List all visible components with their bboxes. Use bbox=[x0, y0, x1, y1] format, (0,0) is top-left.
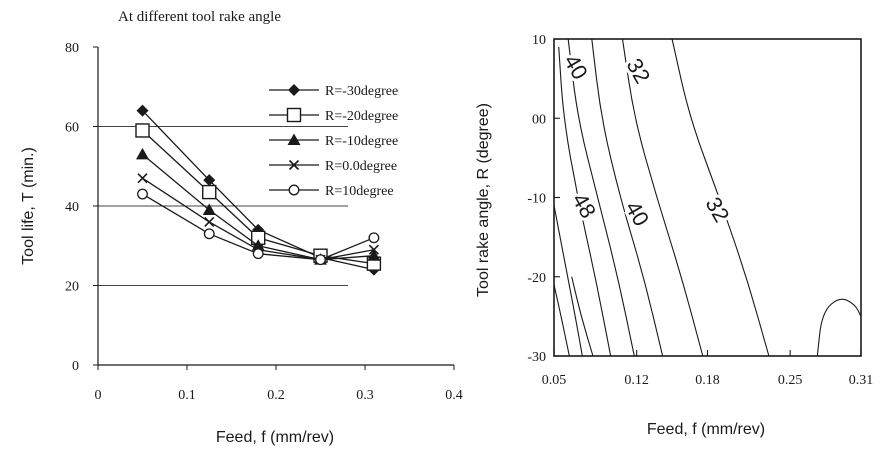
data-point-series-5 bbox=[137, 188, 148, 200]
legend-marker bbox=[288, 159, 300, 171]
plot-frame bbox=[553, 38, 862, 357]
contour-label: 32 bbox=[621, 54, 655, 88]
data-point-series-4 bbox=[204, 216, 215, 227]
x-tick-label: 0.12 bbox=[624, 373, 649, 388]
data-point-series-3 bbox=[202, 203, 216, 215]
y-tick-label: 60 bbox=[65, 121, 79, 136]
data-point-series-5 bbox=[252, 248, 264, 260]
y-tick-label: 80 bbox=[65, 41, 79, 56]
data-point-series-1 bbox=[203, 174, 216, 187]
contour-label: 40 bbox=[559, 50, 593, 84]
data-point-series-4 bbox=[137, 173, 148, 184]
data-point-series-5 bbox=[368, 232, 380, 244]
contour-line-8 bbox=[571, 276, 594, 357]
data-point-series-1 bbox=[136, 104, 149, 117]
data-point-series-2 bbox=[202, 184, 217, 200]
data-point-series-3 bbox=[136, 147, 149, 160]
y-tick-label: 20 bbox=[65, 280, 79, 295]
contour-line-7 bbox=[553, 205, 583, 357]
y-axis-label: Tool life, T (min.) bbox=[20, 147, 37, 265]
y-tick-label: -30 bbox=[527, 350, 546, 365]
axes bbox=[93, 46, 455, 370]
legend-label: R=0.0degree bbox=[325, 159, 397, 174]
y-tick-labels: 0 20 40 60 80 bbox=[65, 41, 79, 374]
data-point-series-3 bbox=[367, 249, 381, 261]
x-tick-labels: 0.05 0.12 0.18 0.25 0.31 bbox=[542, 373, 874, 388]
contour-lines bbox=[553, 38, 862, 357]
y-tick-label: 10 bbox=[532, 33, 546, 48]
x-tick-label: 0.05 bbox=[542, 373, 567, 388]
contour-line-3 bbox=[591, 38, 664, 357]
x-tick-label: 0.25 bbox=[778, 373, 803, 388]
legend-marker bbox=[286, 107, 302, 123]
contour-line-4 bbox=[621, 38, 704, 357]
y-axis-label: Tool rake angle, R (degree) bbox=[475, 103, 492, 297]
contour-labels: 40 32 48 40 32 bbox=[556, 47, 738, 233]
legend-label: R=-30degree bbox=[325, 84, 398, 99]
contour-line-2 bbox=[567, 38, 635, 357]
legend-label: R=10degree bbox=[325, 184, 394, 199]
contour-label: 48 bbox=[567, 189, 601, 223]
legend: R=-30degree R=-20degree R=-10degree R=0.0de… bbox=[269, 84, 398, 199]
x-tick-label: 0.4 bbox=[445, 388, 463, 403]
contour-line-5 bbox=[671, 38, 770, 357]
legend-marker bbox=[288, 84, 300, 96]
contour-label: 40 bbox=[620, 197, 654, 231]
y-tick-label: 00 bbox=[532, 112, 546, 127]
y-tick-label: 40 bbox=[65, 200, 79, 215]
x-tick-label: 0.1 bbox=[178, 388, 196, 403]
x-axis-label: Feed, f (mm/rev) bbox=[216, 429, 334, 446]
y-tick-labels: 10 00 -10 -20 -30 bbox=[527, 33, 546, 365]
y-tick-label: -10 bbox=[527, 192, 546, 207]
data-point-series-4 bbox=[368, 244, 379, 255]
x-tick-label: 0.31 bbox=[849, 373, 874, 388]
tool-life-chart: At different tool rake angle 0 0.1 0.2 0.3 0… bbox=[20, 9, 463, 446]
contour-line-9 bbox=[816, 298, 862, 357]
legend-marker bbox=[287, 133, 301, 145]
contour-line-6 bbox=[553, 284, 570, 357]
x-axis-label: Feed, f (mm/rev) bbox=[647, 421, 765, 438]
contour-label: 32 bbox=[701, 193, 735, 227]
axes bbox=[553, 38, 862, 357]
legend-label: R=-10degree bbox=[325, 134, 398, 149]
gridlines bbox=[98, 126, 348, 286]
x-tick-label: 0.2 bbox=[267, 388, 285, 403]
x-tick-label: 0 bbox=[95, 388, 102, 403]
contour-line-1 bbox=[558, 46, 612, 357]
data-point-series-2 bbox=[135, 123, 150, 138]
data-point-series-5 bbox=[315, 254, 326, 266]
series-lines bbox=[135, 104, 382, 276]
legend-label: R=-20degree bbox=[325, 109, 398, 124]
x-tick-label: 0.3 bbox=[356, 388, 374, 403]
legend-marker bbox=[288, 184, 300, 196]
data-point-series-5 bbox=[203, 228, 215, 240]
y-tick-label: 0 bbox=[72, 359, 79, 374]
y-tick-label: -20 bbox=[527, 271, 546, 286]
x-tick-label: 0.18 bbox=[695, 373, 720, 388]
chart-title: At different tool rake angle bbox=[118, 9, 281, 25]
x-tick-labels: 0 0.1 0.2 0.3 0.4 bbox=[95, 388, 463, 403]
